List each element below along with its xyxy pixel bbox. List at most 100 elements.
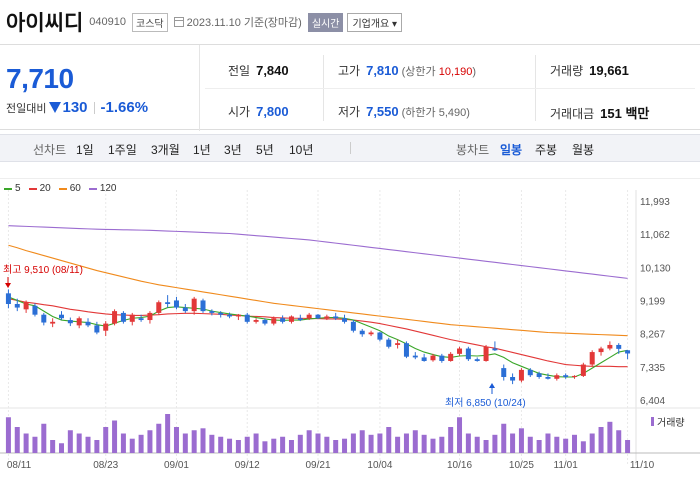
- x-tick-label: 10/25: [509, 460, 534, 471]
- volume-bar: [625, 440, 631, 453]
- x-tick-label: 11/01: [554, 460, 579, 471]
- volume-bar: [359, 430, 365, 453]
- date-text: 2023.11.10 기준(장마감): [186, 17, 302, 29]
- x-tick-label: 10/04: [367, 460, 392, 471]
- divider: [205, 88, 695, 89]
- tab-1year[interactable]: 1년: [193, 143, 211, 157]
- high-annotation: 최고 9,510 (08/11): [3, 264, 83, 276]
- tab-3year[interactable]: 3년: [224, 143, 242, 157]
- volume-bar: [430, 438, 436, 453]
- volume-bar: [607, 421, 613, 453]
- legend-label: 120: [99, 183, 117, 194]
- candlestick-chart[interactable]: 11,993 11,062 10,130 9,199 8,267 7,335 6,404 08…: [0, 178, 700, 490]
- volume-bar: [350, 433, 356, 453]
- x-tick-label: 11/10: [630, 460, 655, 471]
- candle-body: [67, 320, 73, 324]
- y-tick-label: 6,404: [640, 396, 665, 407]
- tab-daily[interactable]: 일봉: [500, 143, 523, 157]
- stat-turnover: 거래대금 151 백만: [550, 103, 649, 122]
- candle-body: [227, 314, 233, 317]
- legend-label: 5: [15, 183, 21, 194]
- high-annotation-arrowhead: [5, 283, 11, 288]
- candle-body: [607, 344, 613, 349]
- legend-ma60: 60: [58, 183, 81, 194]
- candle-chart-label: 봉차트: [456, 143, 490, 157]
- candle-body: [76, 318, 82, 326]
- candle-body: [563, 375, 569, 377]
- stat-label: 전일: [228, 64, 251, 78]
- tab-weekly[interactable]: 주봉: [535, 143, 558, 157]
- tab-3month[interactable]: 3개월: [151, 143, 180, 157]
- x-tick-label: 09/12: [235, 460, 260, 471]
- candle-body: [103, 323, 109, 331]
- company-overview-dropdown[interactable]: 기업개요 ▾: [347, 12, 403, 32]
- stat-label: 거래대금: [550, 107, 595, 121]
- volume-bar: [527, 436, 533, 453]
- volume-bar: [58, 443, 64, 453]
- candle-body: [554, 375, 560, 379]
- tab-1week[interactable]: 1주일: [108, 143, 137, 157]
- candle-body: [412, 355, 418, 358]
- volume-bar: [368, 434, 374, 453]
- candle-body: [209, 311, 215, 313]
- legend-swatch: [4, 187, 12, 190]
- volume-bar: [156, 423, 162, 453]
- lower-limit-prefix: (하한가: [401, 107, 439, 119]
- volume-bar: [572, 434, 578, 453]
- candle-body: [244, 314, 250, 322]
- volume-bar: [182, 433, 188, 453]
- candle-body: [147, 312, 153, 321]
- volume-bar: [103, 427, 109, 453]
- stat-label: 시가: [228, 105, 251, 119]
- candle-body: [589, 352, 595, 365]
- candle-body: [359, 330, 365, 335]
- volume-bar: [23, 433, 29, 453]
- tab-5year[interactable]: 5년: [256, 143, 274, 157]
- volume-bar: [563, 438, 569, 453]
- legend-ma20: 20: [28, 183, 51, 194]
- tab-10year[interactable]: 10년: [289, 143, 314, 157]
- volume-bar: [386, 427, 392, 453]
- volume-bar: [501, 423, 507, 453]
- stat-value: 151 백만: [600, 106, 650, 121]
- volume-bar: [333, 440, 339, 453]
- volume-bar: [616, 430, 622, 453]
- market-badge: 코스닥: [132, 12, 168, 32]
- candle-body: [465, 348, 471, 360]
- candle-body: [315, 314, 321, 319]
- candle-body: [14, 304, 20, 308]
- candle-body: [5, 293, 11, 305]
- low-annotation: 최저 6,850 (10/24): [445, 397, 526, 409]
- stat-value: 7,810: [366, 63, 399, 78]
- legend-ma120: 120: [88, 183, 117, 194]
- volume-legend-label: 거래량: [657, 418, 685, 429]
- legend-swatch: [58, 187, 67, 190]
- candle-body: [501, 368, 507, 377]
- candle-body: [94, 325, 100, 333]
- stock-name: 아이씨디: [6, 12, 84, 35]
- candle-body: [368, 332, 374, 335]
- candle-body: [545, 376, 551, 379]
- tab-monthly[interactable]: 월봉: [572, 143, 595, 157]
- legend-label: 60: [69, 183, 81, 194]
- line-chart-label: 선차트: [33, 143, 67, 157]
- volume-bar: [173, 427, 179, 453]
- volume-bar: [76, 433, 82, 453]
- y-tick-label: 7,335: [640, 363, 665, 374]
- low-annotation-arrowhead: [489, 383, 495, 388]
- tab-1day[interactable]: 1일: [76, 143, 94, 157]
- lower-limit-value: 5,490: [438, 107, 467, 119]
- candle-body: [324, 316, 330, 319]
- upper-limit: (상한가 10,190): [402, 63, 476, 79]
- candle-body: [527, 369, 533, 376]
- x-tick-label: 08/11: [7, 460, 32, 471]
- volume-bar: [342, 438, 348, 453]
- realtime-button[interactable]: 실시간: [307, 12, 344, 32]
- stat-prev-close: 전일 7,840: [228, 62, 289, 79]
- stat-high: 고가 7,810 (상한가 10,190): [338, 62, 476, 79]
- stat-value: 7,800: [256, 104, 289, 119]
- candle-body: [510, 376, 516, 381]
- upper-limit-value: 10,190: [438, 66, 473, 78]
- y-tick-label: 10,130: [640, 263, 671, 274]
- volume-bar: [580, 441, 586, 453]
